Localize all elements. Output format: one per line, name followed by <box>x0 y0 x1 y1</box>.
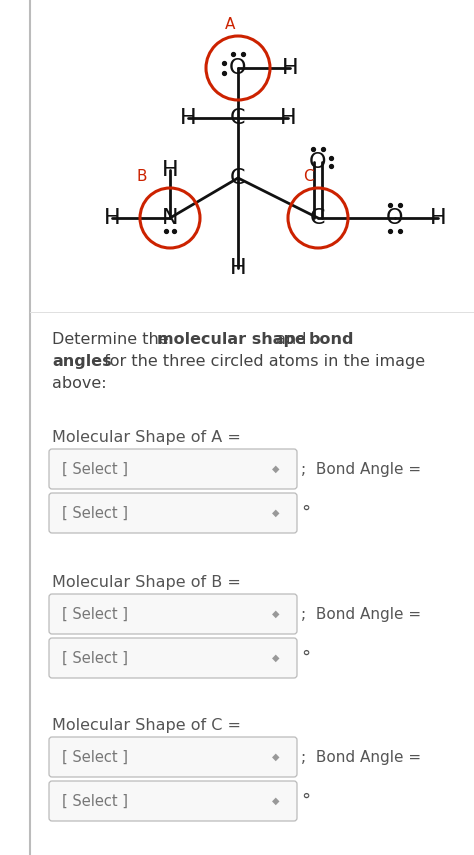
Text: ◆: ◆ <box>272 464 280 474</box>
FancyBboxPatch shape <box>49 449 297 489</box>
Text: H: H <box>282 58 298 78</box>
Text: °: ° <box>301 792 310 810</box>
Text: H: H <box>162 160 178 180</box>
Text: ;  Bond Angle =: ; Bond Angle = <box>301 462 421 476</box>
Text: N: N <box>162 208 178 228</box>
Text: C: C <box>230 168 246 188</box>
Text: H: H <box>104 208 120 228</box>
FancyBboxPatch shape <box>49 638 297 678</box>
Text: C: C <box>230 108 246 128</box>
Text: ◆: ◆ <box>272 653 280 663</box>
Text: °: ° <box>301 504 310 522</box>
FancyBboxPatch shape <box>49 594 297 634</box>
Text: ;  Bond Angle =: ; Bond Angle = <box>301 750 421 764</box>
Text: molecular shape: molecular shape <box>156 332 306 347</box>
Text: [ Select ]: [ Select ] <box>62 462 128 476</box>
Text: ;  Bond Angle =: ; Bond Angle = <box>301 606 421 622</box>
Text: H: H <box>280 108 296 128</box>
Text: Molecular Shape of B =: Molecular Shape of B = <box>52 575 241 590</box>
Text: [ Select ]: [ Select ] <box>62 793 128 809</box>
Text: angles: angles <box>52 354 111 369</box>
Text: °: ° <box>301 649 310 667</box>
Text: O: O <box>386 208 404 228</box>
Text: B: B <box>137 169 147 184</box>
FancyBboxPatch shape <box>49 493 297 533</box>
Text: and: and <box>271 332 311 347</box>
Text: ◆: ◆ <box>272 796 280 806</box>
Text: O: O <box>229 58 247 78</box>
Text: C: C <box>303 169 313 184</box>
Text: ◆: ◆ <box>272 752 280 762</box>
Text: [ Select ]: [ Select ] <box>62 505 128 521</box>
Text: O: O <box>309 152 327 172</box>
Text: [ Select ]: [ Select ] <box>62 606 128 622</box>
Text: ◆: ◆ <box>272 508 280 518</box>
Text: Determine the: Determine the <box>52 332 174 347</box>
Text: [ Select ]: [ Select ] <box>62 651 128 665</box>
Text: C: C <box>310 208 326 228</box>
Text: Molecular Shape of A =: Molecular Shape of A = <box>52 430 241 445</box>
FancyBboxPatch shape <box>49 737 297 777</box>
Text: [ Select ]: [ Select ] <box>62 750 128 764</box>
Text: H: H <box>430 208 447 228</box>
FancyBboxPatch shape <box>49 781 297 821</box>
Text: A: A <box>225 17 235 32</box>
Text: H: H <box>180 108 196 128</box>
Text: bond: bond <box>308 332 354 347</box>
Text: H: H <box>230 258 246 278</box>
Text: above:: above: <box>52 376 107 391</box>
Text: Molecular Shape of C =: Molecular Shape of C = <box>52 718 241 733</box>
Text: ◆: ◆ <box>272 609 280 619</box>
Text: for the three circled atoms in the image: for the three circled atoms in the image <box>99 354 425 369</box>
